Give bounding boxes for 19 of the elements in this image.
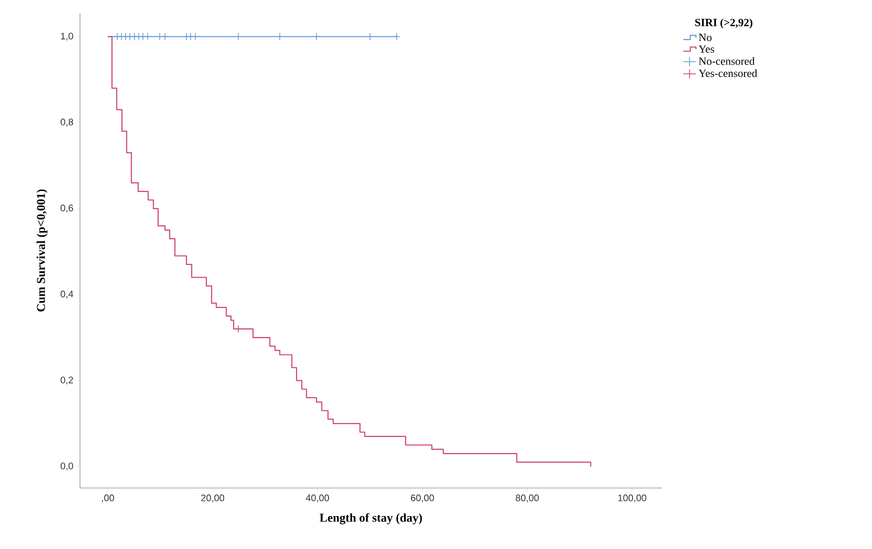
x-axis-title: Length of stay (day) bbox=[320, 513, 422, 524]
y-tick-label: 0,6 bbox=[60, 204, 74, 213]
y-tick-label: 1,0 bbox=[60, 32, 74, 41]
x-tick-label: 20,00 bbox=[201, 494, 224, 502]
legend-label: No bbox=[698, 34, 712, 42]
x-tick-label: ,00 bbox=[102, 494, 114, 502]
legend-label: Yes bbox=[698, 45, 714, 53]
y-tick-label: 0,2 bbox=[60, 376, 74, 384]
y-tick-label: 0,8 bbox=[60, 118, 74, 127]
y-axis-title: Cum Survival (p<0,001) bbox=[36, 189, 48, 312]
y-tick-label: 0,4 bbox=[60, 290, 74, 298]
legend-label: Yes-censored bbox=[698, 69, 758, 78]
x-tick-label: 100,00 bbox=[618, 494, 646, 502]
x-tick-label: 60,00 bbox=[410, 494, 434, 502]
legend-label: No-censored bbox=[698, 57, 755, 65]
x-tick-label: 40,00 bbox=[306, 494, 330, 502]
x-tick-label: 80,00 bbox=[516, 494, 539, 502]
y-tick-label: 0,0 bbox=[60, 462, 74, 470]
legend-title: SIRI (>2,92) bbox=[695, 18, 752, 28]
